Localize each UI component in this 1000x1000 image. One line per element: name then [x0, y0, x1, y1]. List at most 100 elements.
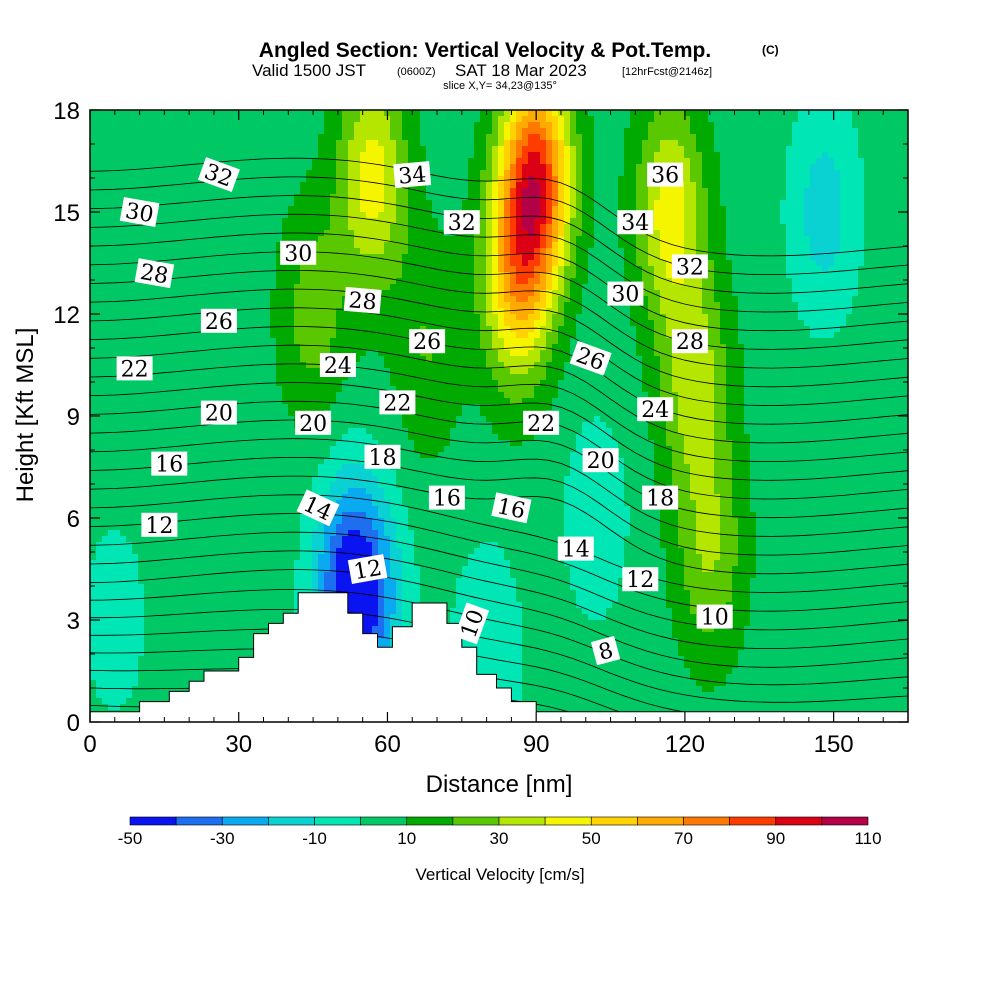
field-cell: [594, 200, 601, 207]
field-cell: [174, 308, 181, 315]
field-cell: [522, 290, 529, 297]
field-cell: [666, 212, 673, 219]
field-cell: [186, 140, 193, 147]
field-cell: [180, 158, 187, 165]
field-cell: [666, 206, 673, 213]
field-cell: [186, 308, 193, 315]
field-cell: [744, 218, 751, 225]
field-cell: [576, 302, 583, 309]
field-cell: [732, 110, 739, 117]
field-cell: [720, 290, 727, 297]
field-cell: [720, 182, 727, 189]
field-cell: [702, 308, 709, 315]
field-cell: [306, 164, 313, 171]
field-cell: [234, 152, 241, 159]
field-cell: [498, 158, 505, 165]
field-cell: [234, 218, 241, 225]
field-cell: [516, 194, 523, 201]
field-cell: [342, 152, 349, 159]
field-cell: [780, 206, 787, 213]
field-cell: [324, 326, 331, 333]
field-cell: [426, 182, 433, 189]
field-cell: [630, 314, 637, 321]
field-cell: [138, 140, 145, 147]
field-cell: [702, 314, 709, 321]
field-cell: [708, 128, 715, 135]
field-cell: [792, 188, 799, 195]
field-cell: [432, 254, 439, 261]
field-cell: [264, 296, 271, 303]
field-cell: [432, 164, 439, 171]
field-cell: [96, 158, 103, 165]
field-cell: [168, 128, 175, 135]
field-cell: [804, 164, 811, 171]
field-cell: [306, 200, 313, 207]
field-cell: [156, 110, 163, 117]
field-cell: [810, 320, 817, 327]
field-cell: [840, 320, 847, 327]
field-cell: [588, 254, 595, 261]
field-cell: [810, 212, 817, 219]
field-cell: [312, 116, 319, 123]
field-cell: [342, 266, 349, 273]
field-cell: [804, 134, 811, 141]
field-cell: [792, 320, 799, 327]
field-cell: [564, 158, 571, 165]
field-cell: [132, 122, 139, 129]
field-cell: [630, 110, 637, 117]
field-cell: [426, 278, 433, 285]
field-cell: [90, 302, 97, 309]
field-cell: [378, 200, 385, 207]
field-cell: [894, 110, 901, 117]
field-cell: [408, 200, 415, 207]
field-cell: [900, 212, 907, 219]
field-cell: [348, 134, 355, 141]
field-cell: [402, 224, 409, 231]
field-cell: [222, 116, 229, 123]
field-cell: [306, 152, 313, 159]
field-cell: [162, 122, 169, 129]
field-cell: [480, 272, 487, 279]
field-cell: [714, 248, 721, 255]
field-cell: [780, 308, 787, 315]
field-cell: [882, 182, 889, 189]
field-cell: [186, 122, 193, 129]
field-cell: [822, 152, 829, 159]
field-cell: [840, 200, 847, 207]
field-cell: [708, 188, 715, 195]
field-cell: [666, 152, 673, 159]
field-cell: [726, 260, 733, 267]
field-cell: [228, 152, 235, 159]
field-cell: [444, 320, 451, 327]
field-cell: [594, 314, 601, 321]
field-cell: [528, 182, 535, 189]
field-cell: [834, 140, 841, 147]
field-cell: [588, 116, 595, 123]
field-cell: [396, 230, 403, 237]
field-cell: [534, 236, 541, 243]
field-cell: [312, 308, 319, 315]
field-cell: [390, 170, 397, 177]
field-cell: [744, 212, 751, 219]
field-cell: [816, 272, 823, 279]
field-cell: [348, 236, 355, 243]
field-cell: [96, 278, 103, 285]
field-cell: [516, 200, 523, 207]
field-cell: [246, 266, 253, 273]
field-cell: [216, 116, 223, 123]
field-cell: [366, 230, 373, 237]
field-cell: [234, 182, 241, 189]
field-cell: [102, 158, 109, 165]
field-cell: [216, 302, 223, 309]
field-cell: [414, 260, 421, 267]
field-cell: [222, 242, 229, 249]
field-cell: [816, 284, 823, 291]
field-cell: [696, 296, 703, 303]
field-cell: [894, 308, 901, 315]
field-cell: [192, 224, 199, 231]
field-cell: [882, 218, 889, 225]
field-cell: [534, 314, 541, 321]
field-cell: [438, 284, 445, 291]
field-cell: [180, 134, 187, 141]
field-cell: [186, 182, 193, 189]
